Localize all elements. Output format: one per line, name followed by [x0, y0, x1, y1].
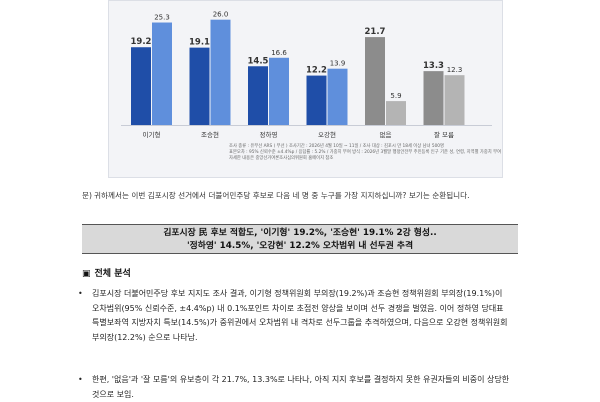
data-label: 12.2 — [306, 66, 327, 76]
data-label: 21.7 — [365, 27, 386, 37]
survey-question: 문) 귀하께서는 이번 김포시장 선거에서 더불어민주당 후보로 다음 네 명 중… — [82, 190, 512, 201]
data-label: 13.9 — [330, 60, 346, 68]
bar-조승현-1 — [189, 47, 210, 126]
category-label: 조승현 — [201, 131, 219, 139]
question-mark: 문) — [82, 191, 92, 200]
data-label: 14.5 — [248, 56, 269, 66]
paragraph-text: 김포시장 더불어민주당 후보 지지도 조사 결과, 이기형 정책위원회 부의장(… — [92, 289, 508, 342]
bar-정하영-1 — [248, 66, 268, 125]
bar-정하영-2 — [269, 57, 289, 125]
bar-조승현-2 — [210, 19, 231, 126]
note-line-2: 표본오차 : 95% 신뢰수준 ±4.4%p / 응답률 : 5.2% / 가중… — [229, 149, 502, 155]
chart-panel: 19.2 25.3 이기형 19.1 26.0 조승현 14.5 16.6 정하영 12.2 13.… — [108, 0, 503, 178]
category-label: 잘 모름 — [434, 131, 454, 139]
data-label: 5.9 — [390, 92, 401, 100]
section-marker-icon: ▣ — [82, 269, 91, 279]
category-label: 오강현 — [318, 130, 336, 139]
category-label: 없음 — [380, 131, 392, 139]
bar-없음-2 — [386, 101, 406, 125]
bullet-icon: • — [78, 289, 83, 298]
note-line-1: 조사 종류 : 유무선 ARS ( 무선 ) 조사기간 : 2026년 4월 1… — [229, 144, 444, 149]
analysis-paragraph-2: • 한편, '없음'과 '잘 모름'의 유보층이 각 21.7%, 13.3%로… — [78, 373, 512, 402]
data-label: 12.3 — [447, 66, 463, 74]
analysis-paragraph-1: • 김포시장 더불어민주당 후보 지지도 조사 결과, 이기형 정책위원회 부의… — [78, 287, 512, 345]
question-text: 귀하께서는 이번 김포시장 선거에서 더불어민주당 후보로 다음 네 명 중 누… — [94, 191, 470, 200]
note-line-3: 자세한 내용은 중앙선거여론조사심의위원회 홈페이지 참조 — [229, 155, 334, 161]
bar-오강현-1 — [306, 75, 327, 125]
data-label: 25.3 — [154, 14, 170, 22]
bar-오강현-2 — [327, 68, 348, 125]
summary-line-1: 김포시장 民 후보 적합도, '이기형' 19.2%, '조승현' 19.1% … — [163, 228, 437, 238]
summary-box: 김포시장 民 후보 적합도, '이기형' 19.2%, '조승현' 19.1% … — [82, 224, 518, 254]
section-title-text: 전체 분석 — [94, 269, 131, 279]
survey-note: 조사 종류 : 유무선 ARS ( 무선 ) 조사기간 : 2026년 4월 1… — [229, 144, 599, 161]
bar-이기형-2 — [152, 22, 172, 125]
bar-잘 모름-1 — [423, 71, 444, 125]
bar-chart: 19.225.3이기형19.126.0조승현14.516.6정하영12.213.… — [121, 11, 492, 139]
data-label: 19.1 — [189, 38, 210, 48]
bar-이기형-1 — [131, 47, 151, 125]
data-label: 13.3 — [423, 61, 444, 71]
data-label: 16.6 — [271, 49, 287, 57]
category-label: 정하영 — [260, 130, 278, 139]
bar-없음-1 — [365, 37, 385, 125]
data-label: 19.2 — [131, 37, 152, 47]
paragraph-text: 한편, '없음'과 '잘 모름'의 유보층이 각 21.7%, 13.3%로 나… — [92, 375, 510, 399]
section-heading: ▣ 전체 분석 — [82, 266, 131, 279]
bar-잘 모름-2 — [444, 75, 465, 125]
bullet-icon: • — [78, 375, 83, 384]
category-label: 이기형 — [143, 130, 161, 139]
summary-line-2: '정하영' 14.5%, '오강현' 12.2% 오차범위 내 선두권 추격 — [186, 241, 414, 251]
data-label: 26.0 — [213, 11, 229, 19]
